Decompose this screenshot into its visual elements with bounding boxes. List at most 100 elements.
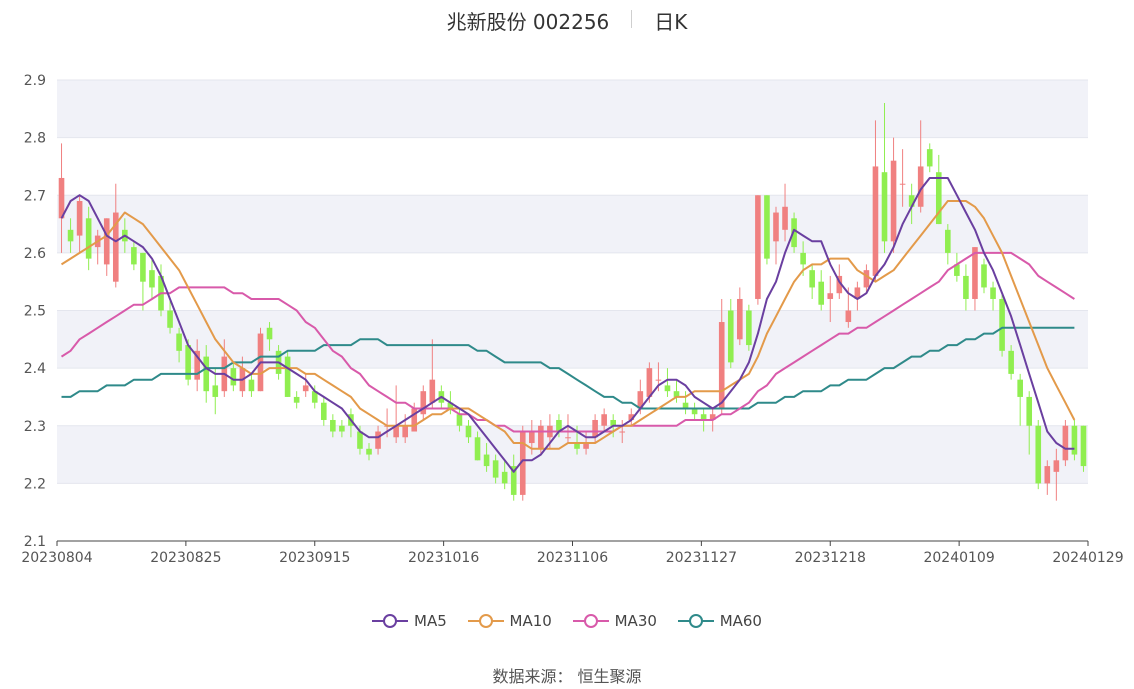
y-tick-label: 2.3 bbox=[24, 419, 46, 435]
candle-body bbox=[320, 402, 327, 420]
candle-body bbox=[501, 471, 508, 484]
legend-item-ma60[interactable]: MA60 bbox=[677, 612, 762, 630]
legend-item-ma30[interactable]: MA30 bbox=[572, 612, 657, 630]
legend-label-ma60: MA60 bbox=[719, 612, 762, 630]
candle-body bbox=[266, 327, 273, 340]
candle-body bbox=[1035, 425, 1042, 484]
x-tick-label: 20240129 bbox=[1052, 550, 1123, 566]
candle-body bbox=[655, 379, 662, 381]
legend-item-ma5[interactable]: MA5 bbox=[372, 612, 447, 630]
band bbox=[57, 80, 1088, 138]
candle-body bbox=[682, 402, 689, 409]
candle-body bbox=[230, 368, 237, 386]
candle-body bbox=[999, 298, 1005, 351]
candle-body bbox=[782, 206, 788, 230]
candle-body bbox=[393, 425, 399, 438]
candle-body bbox=[709, 414, 716, 420]
ma-line-ma30 bbox=[60, 251, 1075, 433]
candle-body bbox=[972, 247, 978, 299]
candle-body bbox=[845, 310, 852, 323]
x-tick-label: 20230804 bbox=[21, 550, 92, 566]
candle-body bbox=[402, 425, 408, 438]
candle-body bbox=[872, 166, 879, 276]
candle-body bbox=[800, 252, 806, 265]
candle-body bbox=[746, 310, 752, 346]
ma-line-ma10 bbox=[60, 200, 1076, 450]
candle-body bbox=[465, 425, 472, 438]
x-tick-label: 20231016 bbox=[408, 550, 479, 566]
candle-body bbox=[112, 212, 119, 282]
period-label[interactable]: 日K bbox=[654, 10, 688, 34]
ma30-legend-icon bbox=[572, 614, 609, 628]
candle-body bbox=[420, 391, 427, 415]
candle-body bbox=[619, 431, 626, 433]
candle-body bbox=[574, 443, 580, 449]
y-tick-label: 2.7 bbox=[24, 188, 46, 204]
band bbox=[57, 425, 1088, 484]
legend: MA5 MA10 MA30 MA60 bbox=[0, 612, 1134, 633]
y-tick-label: 2.1 bbox=[24, 534, 46, 550]
candle-body bbox=[167, 310, 173, 328]
candle-body bbox=[538, 425, 544, 449]
candle-body bbox=[483, 454, 490, 467]
candle-body bbox=[67, 229, 74, 242]
candle-body bbox=[637, 391, 644, 409]
candle-body bbox=[1044, 466, 1051, 484]
ma5-legend-icon bbox=[372, 614, 408, 628]
x-tick-label: 20231127 bbox=[666, 550, 737, 566]
candle-body bbox=[492, 460, 499, 478]
candle-body bbox=[945, 229, 951, 253]
candle-body bbox=[510, 466, 517, 495]
x-tick-label: 20231218 bbox=[795, 550, 866, 566]
y-tick-label: 2.2 bbox=[24, 476, 46, 492]
candle-body bbox=[809, 270, 815, 288]
candle-body bbox=[700, 414, 707, 420]
candle-body bbox=[85, 218, 92, 259]
y-tick-label: 2.8 bbox=[24, 131, 46, 147]
candle-body bbox=[646, 368, 653, 397]
candles-group bbox=[58, 103, 1087, 501]
candle-body bbox=[203, 356, 210, 392]
candle-body bbox=[601, 414, 607, 426]
candle-body bbox=[1053, 460, 1060, 472]
candle-body bbox=[954, 264, 960, 276]
candle-body bbox=[854, 287, 861, 299]
candle-body bbox=[908, 195, 915, 207]
grid-lines bbox=[57, 79, 1088, 542]
candle-body bbox=[664, 385, 671, 392]
candle-body bbox=[375, 431, 381, 449]
x-tick-label: 20240109 bbox=[923, 550, 994, 566]
candle-body bbox=[610, 419, 617, 426]
candle-body bbox=[863, 270, 870, 288]
legend-label-ma10: MA10 bbox=[509, 612, 552, 630]
ma-line-ma5 bbox=[60, 177, 1075, 473]
candle-body bbox=[140, 252, 146, 282]
candle-body bbox=[990, 287, 996, 299]
candle-body bbox=[565, 437, 571, 439]
candle-body bbox=[791, 218, 797, 248]
stock-title: 兆新股份 002256 bbox=[446, 10, 610, 34]
candle-body bbox=[302, 385, 309, 392]
candle-body bbox=[293, 396, 300, 403]
candle-body bbox=[718, 322, 725, 409]
candlestick-chart: 2.1 2.2 2.3 2.4 2.5 2.6 2.7 2.8 2.9 20230804 20230… bbox=[21, 73, 1123, 566]
legend-label-ma5: MA5 bbox=[414, 612, 447, 630]
legend-item-ma10[interactable]: MA10 bbox=[467, 612, 552, 630]
candle-body bbox=[1008, 350, 1014, 374]
candle-body bbox=[1071, 425, 1078, 455]
candle-body bbox=[737, 298, 743, 340]
x-tick-label: 20231106 bbox=[537, 550, 608, 566]
candle-body bbox=[691, 408, 698, 415]
candle-body bbox=[963, 275, 969, 299]
candle-body bbox=[131, 247, 137, 265]
candle-body bbox=[474, 437, 481, 461]
candle-body bbox=[519, 431, 526, 495]
candle-body bbox=[248, 379, 255, 392]
candle-body bbox=[827, 293, 834, 299]
legend-label-ma30: MA30 bbox=[614, 612, 657, 630]
candle-body bbox=[917, 166, 924, 207]
candle-body bbox=[185, 345, 191, 380]
y-tick-label: 2.6 bbox=[24, 246, 46, 262]
ma-lines-group bbox=[60, 177, 1076, 473]
candle-body bbox=[592, 419, 598, 438]
